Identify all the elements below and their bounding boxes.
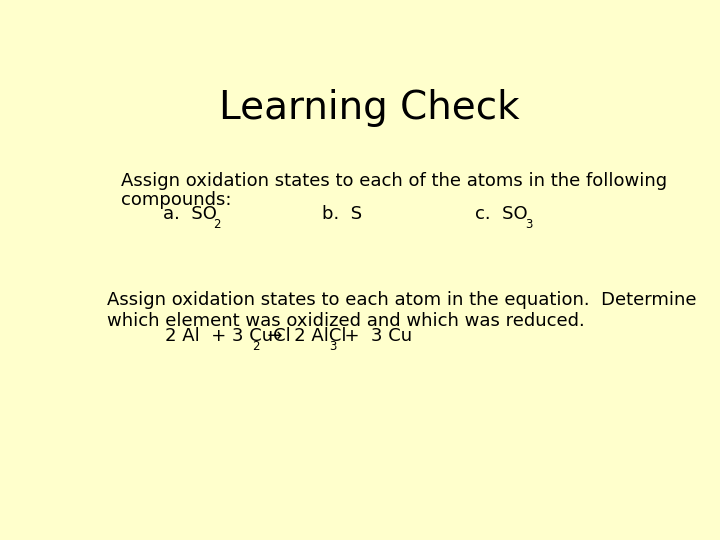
Text: 2: 2	[213, 218, 220, 231]
Text: 2 Al  + 3 CuCl: 2 Al + 3 CuCl	[166, 327, 291, 345]
Text: which element was oxidized and which was reduced.: which element was oxidized and which was…	[107, 312, 585, 329]
Text: 2: 2	[252, 340, 259, 354]
Text: c.  SO: c. SO	[475, 205, 528, 222]
Text: Learning Check: Learning Check	[219, 90, 519, 127]
Text: compounds:: compounds:	[121, 191, 231, 209]
Text: +  3 Cu: + 3 Cu	[333, 327, 413, 345]
Text: 3: 3	[526, 218, 533, 231]
Text: Assign oxidation states to each of the atoms in the following: Assign oxidation states to each of the a…	[121, 172, 667, 190]
Text: a.  SO: a. SO	[163, 205, 217, 222]
Text: 3: 3	[329, 340, 336, 354]
Text: →  2 AlCl: → 2 AlCl	[256, 327, 347, 345]
Text: b.  S: b. S	[322, 205, 361, 222]
Text: Assign oxidation states to each atom in the equation.  Determine: Assign oxidation states to each atom in …	[107, 291, 696, 309]
